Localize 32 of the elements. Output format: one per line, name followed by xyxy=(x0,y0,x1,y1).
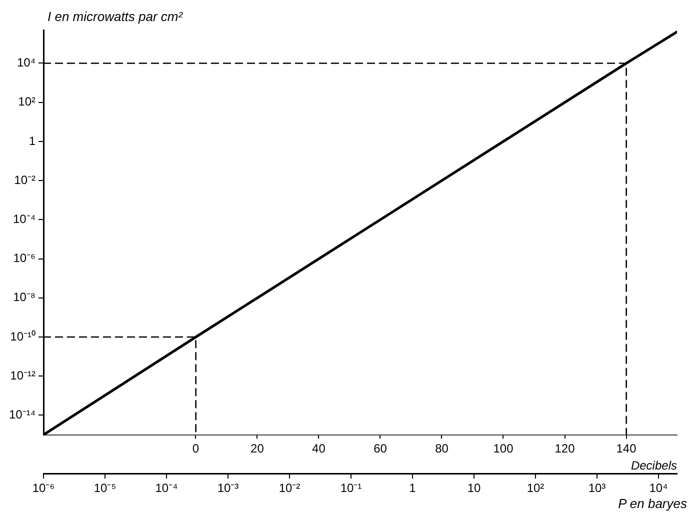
x2-tick-label: 0 xyxy=(192,441,200,456)
x-tick-label: 10⁻² xyxy=(278,481,300,496)
x2-tick-label: 100 xyxy=(493,441,514,456)
x2-tick-label: 40 xyxy=(312,441,326,456)
x-tick-label: 10⁻⁵ xyxy=(94,481,116,496)
y-tick-label: 10⁻¹² xyxy=(10,368,36,382)
x-tick-label: 10⁴ xyxy=(649,481,668,496)
x-tick-label: 10 xyxy=(467,481,481,496)
x-tick-label: 10³ xyxy=(588,481,606,496)
x2-tick-label: 120 xyxy=(554,441,576,456)
x2-tick-label: 20 xyxy=(250,441,264,456)
x-tick-label: 10⁻⁴ xyxy=(155,481,178,496)
y-tick-label: 10² xyxy=(18,94,36,109)
x-tick-label: 1 xyxy=(409,481,416,496)
x-axis-title: P en baryes xyxy=(618,496,688,512)
y-tick-label: 10⁻¹⁰ xyxy=(10,329,36,344)
x2-tick-label: 60 xyxy=(374,441,388,456)
x-tick-label: 10⁻³ xyxy=(217,481,239,496)
x2-axis-title: Decibels xyxy=(630,458,677,473)
y-tick-label: 10⁻⁴ xyxy=(12,212,36,226)
x2-tick-label: 80 xyxy=(435,441,449,456)
y-tick-label: 10⁴ xyxy=(16,56,36,70)
y-axis-title: I en microwatts par cm² xyxy=(48,9,184,24)
y-tick-label: 10⁻¹⁴ xyxy=(9,408,36,422)
y-tick-label: 10⁻⁶ xyxy=(13,251,36,266)
x-tick-label: 10² xyxy=(526,481,544,496)
y-tick-label: 1 xyxy=(28,134,36,148)
y-tick-label: 10⁻² xyxy=(14,172,36,187)
x2-tick-label: 140 xyxy=(616,441,637,456)
x-tick-label: 10⁻⁶ xyxy=(32,481,55,496)
x-tick-label: 10⁻¹ xyxy=(340,481,362,496)
y-tick-label: 10⁻⁸ xyxy=(13,290,36,304)
